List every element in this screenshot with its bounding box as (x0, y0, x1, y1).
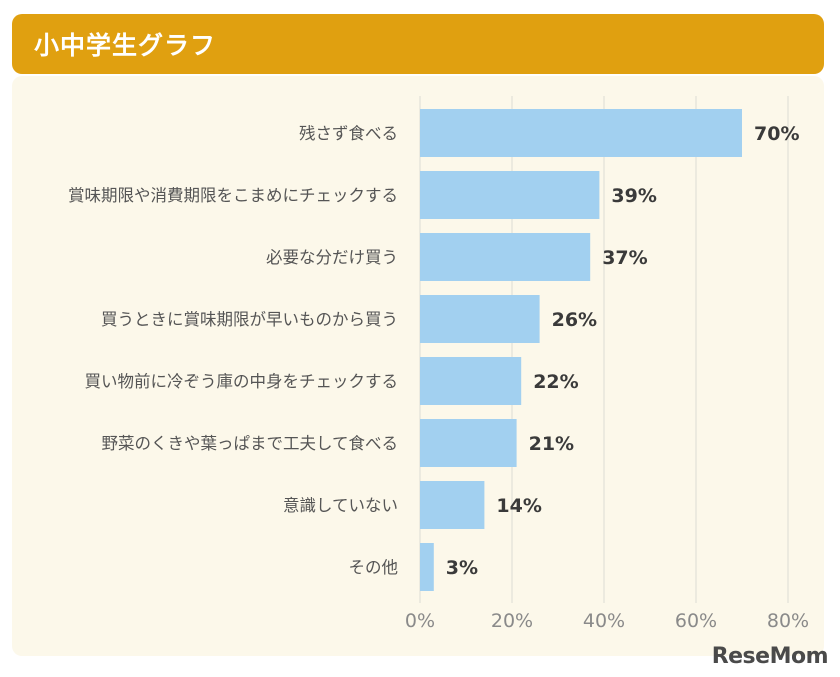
data-label: 37% (602, 247, 647, 269)
bar (420, 357, 522, 405)
category-label: 残さず食べる (299, 124, 398, 143)
category-label: 意識していない (283, 496, 398, 515)
data-label: 3% (446, 557, 478, 579)
category-label: 買うときに賞味期限が早いものから買う (101, 310, 398, 329)
x-tick-label: 40% (583, 610, 625, 632)
category-label: その他 (349, 558, 399, 577)
bar (420, 481, 485, 529)
data-label: 21% (529, 433, 574, 455)
data-label: 39% (611, 185, 656, 207)
bar-chart: 0% 20% 40% 60% 80% 残さず食べる 70% 賞味期限や消費期限をこまめにチェッ… (68, 96, 809, 632)
x-tick-label: 60% (675, 610, 717, 632)
bar (420, 171, 600, 219)
data-label: 22% (533, 371, 578, 393)
watermark-logo: ReseMom (711, 644, 829, 669)
category-label: 買い物前に冷ぞう庫の中身をチェックする (85, 372, 399, 391)
x-tick-label: 80% (767, 610, 809, 632)
data-label: 14% (496, 495, 541, 517)
x-tick-label: 0% (405, 610, 435, 632)
bar (420, 295, 540, 343)
bar (420, 109, 742, 157)
data-label: 26% (552, 309, 597, 331)
bar (420, 419, 517, 467)
category-label: 賞味期限や消費期限をこまめにチェックする (68, 186, 398, 205)
bar (420, 543, 434, 591)
data-label: 70% (754, 123, 799, 145)
chart-title-bar: 小中学生グラフ (12, 14, 824, 74)
chart-title: 小中学生グラフ (34, 31, 217, 60)
x-tick-label: 20% (491, 610, 533, 632)
category-label: 野菜のくきや葉っぱまで工夫して食べる (101, 434, 398, 453)
chart-panel: 0% 20% 40% 60% 80% 残さず食べる 70% 賞味期限や消費期限をこまめにチェッ… (12, 76, 824, 656)
bar (420, 233, 591, 281)
category-label: 必要な分だけ買う (266, 248, 398, 267)
